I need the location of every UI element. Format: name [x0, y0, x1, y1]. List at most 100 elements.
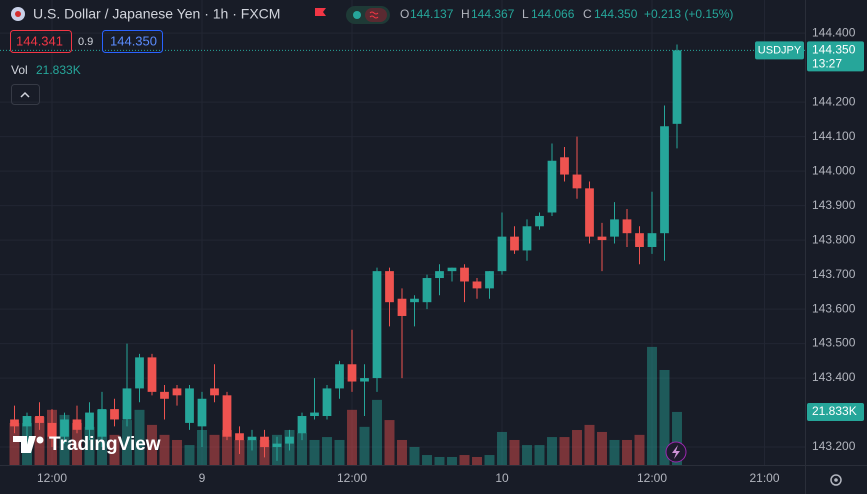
market-open-dot	[353, 11, 361, 19]
candle-body	[285, 436, 294, 444]
volume-bar	[9, 422, 20, 465]
candle-body	[647, 233, 657, 247]
flag-icon[interactable]	[315, 8, 326, 16]
volume-bar	[484, 455, 495, 465]
status-badge	[365, 8, 387, 22]
volume-bar	[72, 422, 82, 465]
volume-bar	[522, 445, 532, 465]
volume-bar	[647, 346, 657, 465]
candle-body	[435, 271, 444, 279]
candle-body	[85, 412, 94, 430]
x-tick-label: 12:00	[37, 471, 67, 485]
collapse-button[interactable]	[11, 84, 40, 105]
candle-body	[397, 298, 407, 316]
volume-title: Vol	[11, 63, 28, 77]
volume-bar	[559, 437, 570, 465]
y-tick-label: 143.700	[812, 267, 856, 281]
legend-letter: L	[522, 7, 529, 21]
candle-body	[97, 409, 107, 437]
y-tick-label: 143.500	[812, 336, 856, 350]
y-tick-label: 143.200	[812, 439, 856, 453]
x-tick-label: 21:00	[749, 471, 779, 485]
volume-bar	[359, 426, 370, 465]
candle-body	[272, 443, 282, 448]
volume-bar	[584, 424, 595, 465]
ask-price: 144.350	[110, 33, 157, 48]
volume-bar	[509, 439, 520, 465]
volume-bar	[672, 411, 682, 465]
y-tick-label: 143.400	[812, 370, 856, 384]
candle-body	[185, 388, 194, 423]
legend-letter: C	[583, 7, 592, 21]
candle-body	[422, 278, 432, 303]
volume-bar	[609, 439, 620, 465]
candle-body	[197, 398, 207, 427]
candle-body	[22, 416, 32, 427]
legend-close: 144.350	[594, 7, 638, 21]
candle-body	[260, 436, 269, 448]
settings-icon-center	[834, 478, 838, 482]
candle-body	[47, 422, 57, 437]
candle-body	[35, 416, 44, 423]
candle-body	[147, 357, 157, 392]
volume-bar	[84, 426, 95, 465]
status-icon	[369, 11, 379, 19]
logo-icon-dot	[36, 436, 44, 444]
lightning-icon	[672, 445, 680, 459]
x-tick-label: 12:00	[637, 471, 667, 485]
candle-body	[110, 409, 119, 420]
volume-bar	[222, 430, 232, 465]
logo-icon	[13, 436, 36, 453]
sell-button[interactable]	[10, 30, 72, 53]
volume-tag-text: 21.833K	[812, 404, 857, 418]
volume-bar	[172, 439, 182, 465]
settings-icon[interactable]	[830, 474, 842, 486]
collapse-icon	[20, 91, 30, 98]
axes: 143.200 143.400 143.500 143.600 143.700 143.8…	[0, 25, 864, 485]
volume-bar	[659, 369, 670, 465]
chart-title: U.S. Dollar / Japanese Yen · 1h · FXCM	[33, 6, 280, 22]
candle-body	[210, 388, 219, 396]
volume-tag	[807, 402, 864, 421]
volume-bar	[297, 432, 307, 465]
candle-body	[560, 157, 569, 175]
candle-body	[172, 388, 182, 396]
candle-body	[660, 126, 669, 234]
volume-bar	[547, 437, 557, 465]
volume-bar	[597, 431, 607, 465]
candle-body	[297, 416, 307, 434]
x-tick-label: 10	[495, 471, 509, 485]
y-tick-label: 143.900	[812, 198, 856, 212]
candle-body	[247, 436, 257, 441]
countdown-text: 13:27	[812, 57, 842, 71]
y-tick-label: 143.800	[812, 232, 856, 246]
candle-body	[672, 50, 682, 124]
volume-bar	[372, 399, 382, 465]
x-tick-label: 12:00	[337, 471, 367, 485]
volume-bar	[384, 420, 395, 465]
symbol-tag	[755, 41, 804, 60]
candle-body	[522, 226, 532, 251]
candle-body	[622, 219, 632, 234]
candle-body	[10, 419, 19, 427]
candle-body	[460, 267, 469, 282]
logo-text: TradingView	[49, 434, 161, 455]
candle-body	[235, 433, 244, 441]
candle-body	[585, 188, 594, 237]
candle-body	[610, 219, 619, 237]
volume-bar	[159, 434, 170, 465]
candle-body	[535, 215, 544, 227]
candle-body	[222, 395, 232, 437]
volume-value: 21.833K	[36, 63, 81, 77]
spread: 0.9	[78, 36, 93, 48]
price-tag	[807, 41, 864, 72]
volume-bar	[534, 445, 545, 465]
buy-button[interactable]	[102, 30, 163, 53]
volume-bar	[634, 434, 645, 465]
volume-bar	[572, 430, 582, 465]
volume-bar	[309, 439, 320, 465]
candle-body	[72, 419, 82, 430]
y-tick-label: 143.600	[812, 301, 856, 315]
